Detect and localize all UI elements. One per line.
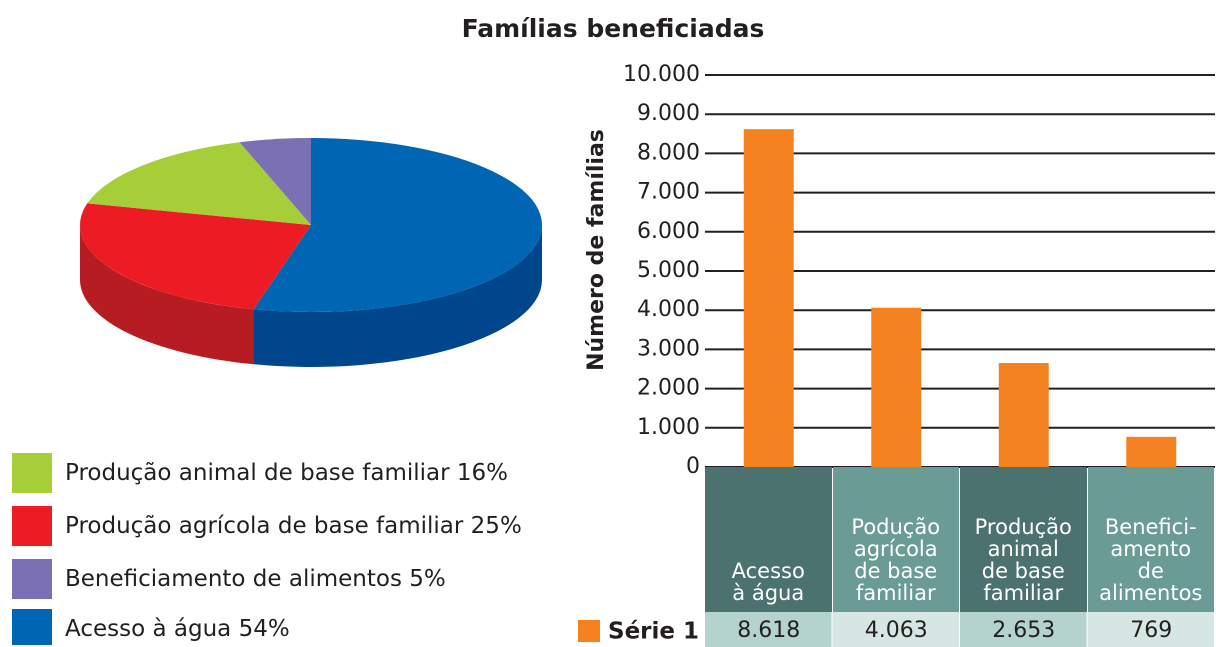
chart-title: Famílias beneficiadas [462,14,765,43]
legend-label: Acesso à água 54% [65,616,290,642]
legend-name: Produção animal de base familiar [65,460,450,486]
pie-side [80,225,254,365]
pie-slice [239,138,311,225]
legend-label: Produção animal de base familiar 16% [65,460,508,486]
legend-swatch [578,620,600,642]
legend-value: 16% [457,460,508,486]
y-tick-label: 5.000 [637,258,700,283]
pie-slice [79,203,311,310]
legend-label: Série 1 [608,619,699,645]
y-tick-label: 10.000 [623,62,700,87]
legend-swatch [12,453,52,493]
legend-label: Beneficiamento de alimentos 5% [65,566,446,592]
table-cell [832,612,959,647]
legend-swatch [12,559,52,599]
pie-slice [253,138,543,312]
bar [743,129,794,468]
legend-value: 5% [409,566,446,592]
legend-label: Produção agrícola de base familiar 25% [65,513,522,539]
data-table-value: 8.618 [737,618,800,643]
y-tick-label: 3.000 [637,336,700,361]
y-tick-label: 6.000 [637,219,700,244]
y-tick-label: 7.000 [637,180,700,205]
legend-value: 54% [239,616,290,642]
category-cell: Produção animal de base familiar [960,467,1087,612]
category-cell: Podução agrícola de base familiar [832,467,959,612]
legend-swatch [12,506,52,546]
table-cell [1087,612,1214,647]
data-table-value: 769 [1130,618,1172,643]
pie-side [253,225,542,367]
bar [1126,436,1177,467]
y-tick-label: 2.000 [637,376,700,401]
bar [871,307,922,467]
table-cell [705,612,832,647]
data-table-value: 2.653 [992,618,1055,643]
y-tick-label: 8.000 [637,140,700,165]
table-cell [960,612,1087,647]
legend-value: 25% [471,513,522,539]
y-axis-label: Número de famílias [584,129,609,371]
category-cell: Benefici- amento de alimentos [1087,467,1214,612]
category-cell: Acesso à água [705,467,832,612]
y-tick-label: 9.000 [637,101,700,126]
data-table-value: 4.063 [865,618,928,643]
legend-swatch [12,609,52,645]
legend-name: Beneficiamento de alimentos [65,566,402,592]
y-tick-label: 1.000 [637,415,700,440]
legend-name: Acesso à água [65,616,231,642]
y-tick-label: 4.000 [637,297,700,322]
y-tick-label: 0 [686,454,700,479]
pie-slice [87,142,311,225]
bar [998,363,1049,467]
legend-name: Produção agrícola de base familiar [65,513,464,539]
